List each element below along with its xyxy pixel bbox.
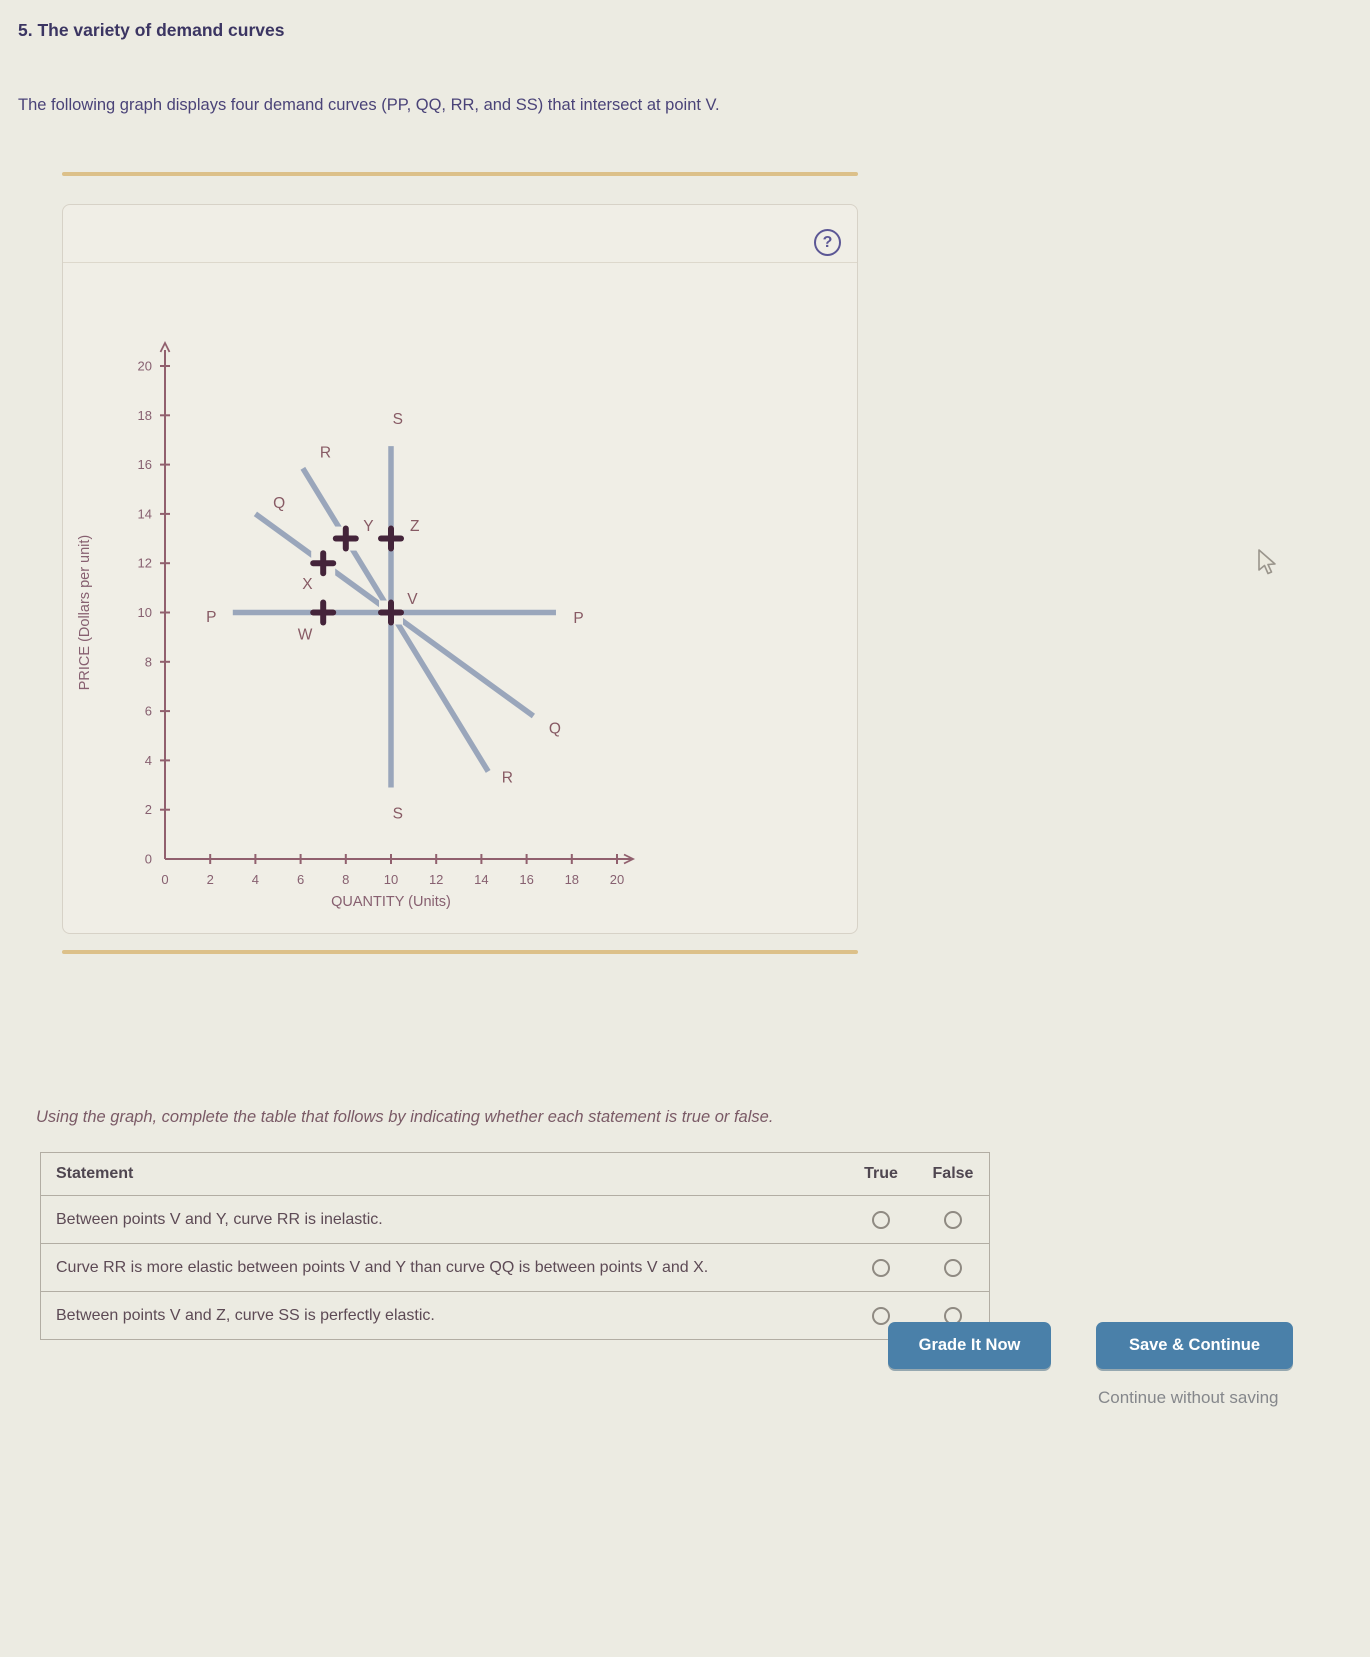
x-tick-label-16: 16: [519, 872, 533, 887]
curve-label-QQ-1: Q: [549, 720, 561, 737]
x-tick-label-0: 0: [161, 872, 168, 887]
statement-text-3: Between points V and Z, curve SS is perf…: [56, 1306, 435, 1324]
graph-panel: ? 0 2 4 6 8 10 12 14 16 18 20 0 2 4 6 8 10 12 14 16 18 20 QUAN…: [62, 204, 858, 934]
table-header-row: Statement True False: [41, 1153, 989, 1196]
x-tick-label-6: 6: [297, 872, 304, 887]
marker-label-W: W: [298, 627, 313, 644]
curve-label-RR-1: R: [502, 770, 513, 787]
radio-true-row-2[interactable]: [872, 1258, 890, 1277]
radio-false-row-1[interactable]: [944, 1210, 962, 1229]
statements-table: Statement True False Between points V an…: [40, 1152, 990, 1340]
curve-label-QQ-0: Q: [273, 495, 285, 512]
y-tick-label-10: 10: [138, 605, 152, 620]
x-tick-label-8: 8: [342, 872, 349, 887]
table-row: Between points V and Y, curve RR is inel…: [41, 1196, 989, 1244]
curve-label-RR-0: R: [320, 444, 331, 461]
continue-without-saving-link[interactable]: Continue without saving: [1098, 1388, 1279, 1407]
radio-true-row-1[interactable]: [872, 1210, 890, 1229]
instruction-text: Using the graph, complete the table that…: [36, 1108, 774, 1126]
table-row: Between points V and Z, curve SS is perf…: [41, 1292, 989, 1339]
col-header-statement: Statement: [56, 1165, 134, 1182]
y-axis-title: PRICE (Dollars per unit): [77, 535, 93, 691]
grade-it-now-button[interactable]: Grade It Now: [888, 1322, 1051, 1369]
mouse-cursor-icon: [1258, 549, 1276, 575]
col-header-true: True: [864, 1165, 898, 1182]
x-tick-label-12: 12: [429, 872, 443, 887]
divider-bottom: [62, 950, 858, 954]
x-tick-label-4: 4: [252, 872, 259, 887]
intro-text: The following graph displays four demand…: [18, 96, 720, 114]
y-axis-arrow: [159, 340, 171, 353]
save-and-continue-button[interactable]: Save & Continue: [1096, 1322, 1293, 1369]
x-tick-label-2: 2: [207, 872, 214, 887]
divider-top: [62, 172, 858, 176]
marker-label-Z: Z: [410, 518, 419, 535]
x-axis-title: QUANTITY (Units): [331, 894, 451, 910]
x-axis-arrow: [623, 853, 636, 865]
curve-label-SS-1: S: [393, 805, 403, 822]
radio-false-row-2[interactable]: [944, 1258, 962, 1277]
statement-text-2: Curve RR is more elastic between points …: [56, 1258, 709, 1276]
y-tick-label-4: 4: [145, 753, 152, 768]
y-tick-label-14: 14: [138, 506, 152, 521]
y-tick-label-8: 8: [145, 654, 152, 669]
y-tick-label-2: 2: [145, 802, 152, 817]
table-row: Curve RR is more elastic between points …: [41, 1244, 989, 1292]
y-tick-label-20: 20: [138, 359, 152, 374]
y-tick-label-12: 12: [138, 556, 152, 571]
y-tick-label-16: 16: [138, 457, 152, 472]
panel-header: ?: [63, 205, 857, 263]
page-title: 5. The variety of demand curves: [18, 20, 285, 40]
col-header-false: False: [932, 1165, 974, 1182]
x-tick-label-10: 10: [384, 872, 398, 887]
help-icon-glyph: ?: [822, 233, 833, 251]
x-tick-label-20: 20: [610, 872, 624, 887]
x-tick-label-18: 18: [565, 872, 579, 887]
y-tick-label-6: 6: [145, 704, 152, 719]
marker-label-X: X: [302, 576, 313, 593]
statement-text-1: Between points V and Y, curve RR is inel…: [56, 1210, 383, 1228]
y-tick-label-0: 0: [145, 852, 152, 867]
curve-label-PP-1: P: [573, 610, 583, 627]
help-icon[interactable]: ?: [814, 229, 841, 256]
radio-true-row-3[interactable]: [872, 1306, 890, 1325]
curve-label-SS-0: S: [393, 411, 403, 428]
curve-label-PP-0: P: [206, 609, 216, 626]
chart-svg: 0 2 4 6 8 10 12 14 16 18 20 0 2 4 6 8 10 12 14 16 18 20 QUANTI…: [77, 340, 636, 910]
marker-label-V: V: [407, 591, 418, 608]
marker-label-Y: Y: [363, 518, 373, 535]
y-tick-label-18: 18: [138, 408, 152, 423]
x-tick-label-14: 14: [474, 872, 488, 887]
